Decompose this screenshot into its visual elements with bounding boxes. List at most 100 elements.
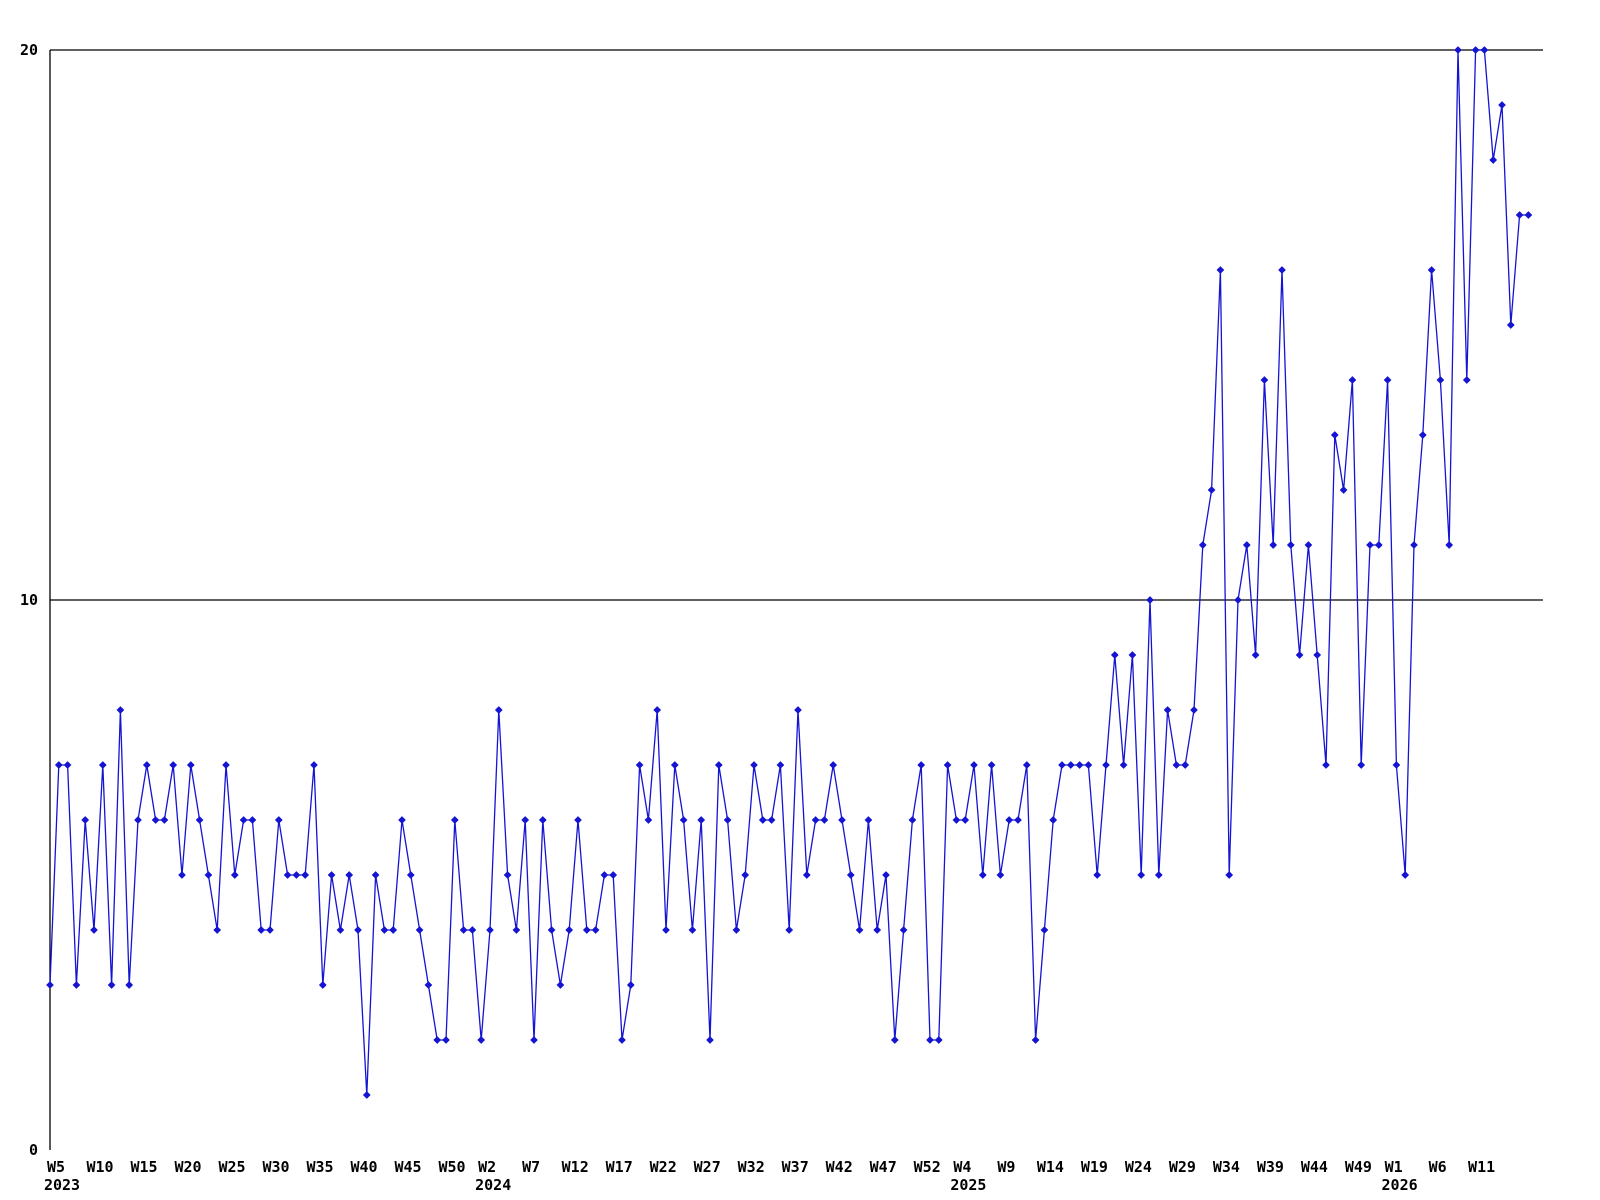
data-point-marker: [1049, 816, 1058, 824]
data-point-marker: [688, 926, 697, 934]
data-point-marker: [767, 816, 776, 824]
data-point-marker: [1489, 156, 1498, 164]
data-point-marker: [864, 816, 873, 824]
x-axis-label: W6: [1429, 1158, 1447, 1176]
data-point-marker: [371, 871, 380, 879]
data-point-marker: [310, 761, 318, 769]
data-point-marker: [917, 761, 926, 769]
data-point-marker: [899, 926, 908, 934]
data-point-marker: [670, 761, 679, 769]
data-point-marker: [503, 871, 512, 879]
x-axis-label: W37: [782, 1158, 809, 1176]
data-point-marker: [230, 871, 239, 879]
data-point-marker: [1119, 761, 1128, 769]
data-point-marker: [785, 926, 794, 934]
data-point-marker: [838, 816, 846, 824]
data-point-marker: [635, 761, 644, 769]
x-axis-year-label: 2023: [44, 1176, 80, 1194]
data-point-marker: [794, 706, 802, 714]
data-point-marker: [1401, 871, 1410, 879]
x-axis-label: W5: [47, 1158, 65, 1176]
data-point-marker: [1110, 651, 1119, 659]
data-point-marker: [1418, 431, 1427, 439]
data-point-marker: [1498, 101, 1506, 109]
x-axis-label: W27: [694, 1158, 721, 1176]
data-point-marker: [1058, 761, 1066, 769]
data-point-marker: [1445, 541, 1454, 549]
data-point-marker: [1286, 541, 1295, 549]
data-point-marker: [1190, 706, 1198, 714]
data-point-marker: [415, 926, 424, 934]
x-axis-label: W29: [1169, 1158, 1196, 1176]
x-axis-label: W44: [1301, 1158, 1328, 1176]
data-point-marker: [600, 871, 609, 879]
data-point-marker: [1014, 816, 1022, 824]
data-point-marker: [107, 981, 116, 989]
data-point-marker: [732, 926, 741, 934]
data-point-marker: [1084, 761, 1093, 769]
data-point-marker: [1480, 46, 1489, 54]
x-axis-label: W10: [86, 1158, 113, 1176]
data-point-marker: [1163, 706, 1172, 714]
x-axis-label: W42: [826, 1158, 853, 1176]
data-point-marker: [750, 761, 758, 769]
data-point-marker: [389, 926, 398, 934]
data-point-marker: [758, 816, 767, 824]
series-line: [49, 49, 1529, 1096]
data-point-marker: [283, 871, 292, 879]
data-point-marker: [1313, 651, 1322, 659]
y-axis-label: 20: [20, 41, 38, 59]
data-point-marker: [1524, 211, 1533, 219]
data-point-marker: [142, 761, 151, 769]
data-point-marker: [1269, 541, 1278, 549]
x-axis-year-label: 2025: [950, 1176, 986, 1194]
data-point-marker: [697, 816, 706, 824]
x-axis-label: W9: [997, 1158, 1015, 1176]
data-point-marker: [890, 1036, 899, 1044]
data-point-marker: [257, 926, 266, 934]
x-axis-label: W40: [350, 1158, 377, 1176]
data-point-marker: [327, 871, 336, 879]
data-point-marker: [1278, 266, 1286, 274]
x-axis-label: W2: [478, 1158, 496, 1176]
data-point-marker: [811, 816, 820, 824]
x-axis-label: W39: [1257, 1158, 1284, 1176]
data-point-marker: [1225, 871, 1234, 879]
data-point-marker: [1515, 211, 1524, 219]
data-point-marker: [741, 871, 750, 879]
x-axis-year-label: 2024: [475, 1176, 511, 1194]
data-point-marker: [81, 816, 90, 824]
data-point-marker: [1357, 761, 1366, 769]
data-point-marker: [1251, 651, 1260, 659]
data-point-marker: [1242, 541, 1251, 549]
data-point-marker: [178, 871, 186, 879]
data-point-marker: [222, 761, 230, 769]
x-axis-label: W17: [606, 1158, 633, 1176]
data-point-marker: [1506, 321, 1515, 329]
data-point-marker: [1366, 541, 1374, 549]
data-point-marker: [521, 816, 530, 824]
data-point-marker: [1304, 541, 1313, 549]
x-axis-label: W12: [562, 1158, 589, 1176]
x-axis-label: W25: [218, 1158, 245, 1176]
data-point-marker: [1471, 46, 1480, 54]
data-point-marker: [556, 981, 565, 989]
data-point-marker: [1330, 431, 1339, 439]
data-point-marker: [1022, 761, 1031, 769]
data-point-marker: [186, 761, 195, 769]
data-point-marker: [1102, 761, 1110, 769]
data-point-marker: [908, 816, 917, 824]
data-point-marker: [662, 926, 670, 934]
data-point-marker: [1383, 376, 1392, 384]
x-axis-label: W15: [130, 1158, 157, 1176]
data-point-marker: [653, 706, 662, 714]
data-point-marker: [512, 926, 521, 934]
data-point-marker: [591, 926, 600, 934]
x-axis-label: W34: [1213, 1158, 1240, 1176]
data-point-marker: [1339, 486, 1348, 494]
data-point-marker: [618, 1036, 626, 1044]
data-point-marker: [442, 1036, 450, 1044]
data-point-marker: [943, 761, 952, 769]
